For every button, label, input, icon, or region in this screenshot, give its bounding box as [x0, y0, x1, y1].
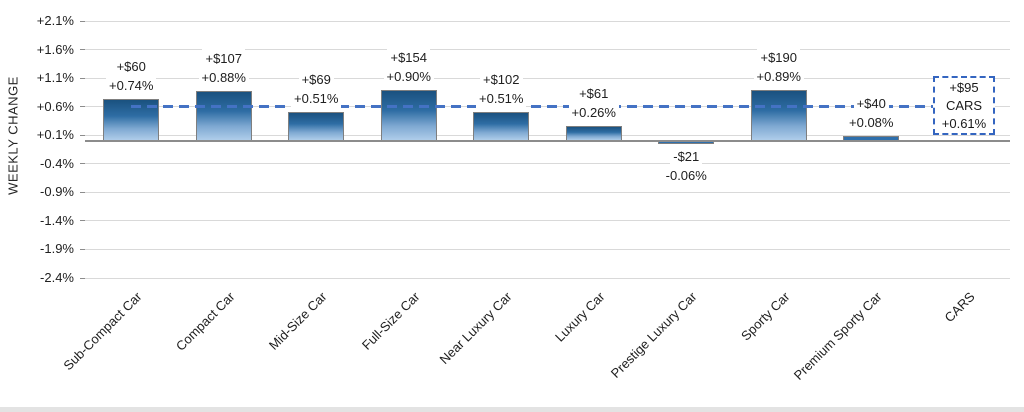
y-tick-label: -0.4% — [40, 155, 74, 171]
y-tick-mark — [80, 191, 85, 193]
cars-box-label: CARS — [945, 97, 983, 113]
y-tick-label: +0.1% — [36, 127, 74, 143]
bar-percent-value: +0.51% — [476, 88, 527, 108]
gridline — [85, 163, 1010, 165]
gridline — [85, 191, 1010, 193]
bar-percent-value: -0.06% — [662, 166, 710, 186]
y-tick-mark — [80, 220, 85, 222]
gridline — [85, 77, 1010, 79]
cars-box-percent: +0.61% — [941, 115, 987, 131]
bar-dollar-value: -$21 — [670, 147, 703, 167]
bar-dollar-value: +$102 — [479, 69, 523, 89]
y-tick-mark — [80, 20, 85, 22]
bar-dollar-value: +$40 — [853, 94, 889, 114]
bar-label-prestige-luxury-car: -$21 -0.06% — [626, 147, 746, 186]
bar-percent-value: +0.90% — [383, 66, 434, 86]
gridline — [85, 277, 1010, 279]
gridline — [85, 134, 1010, 136]
y-tick-label: -1.9% — [40, 241, 74, 257]
y-tick-mark — [80, 49, 85, 51]
bar-percent-value: +0.51% — [291, 88, 342, 108]
bar-dollar-value: +$190 — [757, 48, 800, 68]
y-tick-label: +0.6% — [36, 98, 74, 114]
y-tick-mark — [80, 77, 85, 79]
bar-mid-size-car — [288, 111, 345, 141]
bottom-edge-strip — [0, 407, 1024, 412]
bar-label-compact-car: +$107 +0.88% — [164, 48, 284, 87]
y-tick-label: -2.4% — [40, 270, 74, 285]
bar-dollar-value: +$107 — [202, 48, 245, 68]
y-tick-mark — [80, 277, 85, 279]
y-tick-label: +1.1% — [36, 70, 74, 86]
bar-dollar-value: +$69 — [298, 69, 334, 89]
y-tick-label: -0.9% — [40, 184, 74, 200]
bar-sporty-car — [750, 90, 807, 141]
bar-label-full-size-car: +$154 +0.90% — [349, 47, 469, 86]
bar-label-sporty-car: +$190 +0.89% — [719, 48, 839, 87]
average-dashed-line — [131, 104, 933, 108]
bar-dollar-value: +$154 — [387, 47, 430, 67]
bar-near-luxury-car — [473, 111, 530, 141]
x-axis-line — [85, 139, 1010, 142]
bar-label-luxury-car: +$61 +0.26% — [534, 84, 654, 123]
bar-full-size-car — [380, 89, 437, 141]
bar-dollar-value: +$61 — [576, 84, 612, 104]
bar-percent-value: +0.74% — [106, 75, 157, 95]
bar-label-near-luxury-car: +$102 +0.51% — [441, 69, 561, 108]
gridline — [85, 248, 1010, 250]
bar-percent-value: +0.26% — [568, 103, 619, 123]
gridline — [85, 20, 1010, 22]
cars-box-dollar: +$95 — [949, 79, 979, 95]
gridline — [85, 49, 1010, 51]
bar-dollar-value: +$60 — [113, 56, 149, 76]
cars-average-callout-box: +$95 CARS +0.61% — [933, 76, 995, 135]
gridline — [85, 220, 1010, 222]
bar-label-premium-sporty-car: +$40 +0.08% — [811, 94, 931, 133]
y-tick-mark — [80, 106, 85, 108]
bar-compact-car — [195, 90, 252, 141]
y-tick-label: -1.4% — [40, 212, 74, 228]
bar-label-mid-size-car: +$69 +0.51% — [256, 69, 376, 108]
bar-percent-value: +0.88% — [198, 67, 249, 87]
y-tick-mark — [80, 134, 85, 136]
y-tick-mark — [80, 163, 85, 165]
bar-luxury-car — [565, 126, 622, 141]
y-tick-mark — [80, 248, 85, 250]
bar-percent-value: +0.89% — [753, 67, 804, 87]
bar-percent-value: +0.08% — [846, 113, 897, 133]
y-tick-label: +1.6% — [36, 41, 74, 57]
bar-label-sub-compact-car: +$60 +0.74% — [71, 56, 191, 95]
y-tick-label: +2.1% — [36, 13, 74, 28]
